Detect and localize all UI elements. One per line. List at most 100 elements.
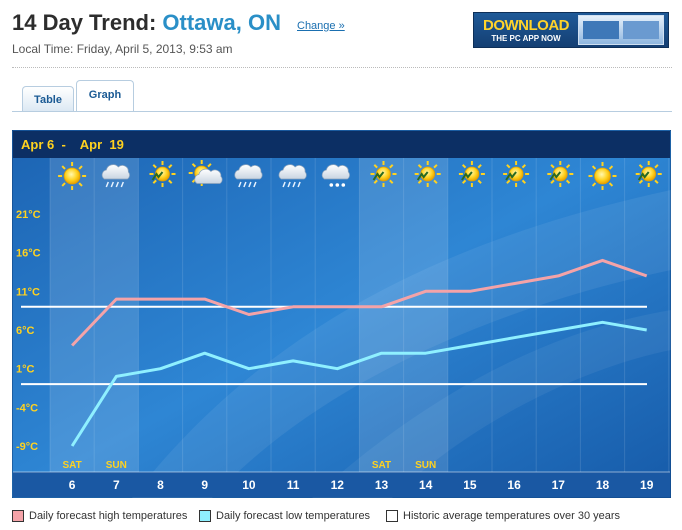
snow-cloud-icon [321,164,350,187]
sun-ray [191,163,197,168]
sun-ray [417,164,423,169]
sun-thunder-icon [414,161,441,187]
weekday-label: SUN [415,460,436,471]
sun-icon [58,162,87,190]
chart-swoosh-2 [312,310,671,498]
chart-background [12,130,671,498]
sun-ray [521,164,526,169]
y-tick-label: -9°C [16,441,38,453]
weekend-band [359,158,404,472]
sun-ray [373,179,378,184]
sun-ray [417,179,423,184]
snow-flake [341,183,346,187]
sun-thunder-icon [149,161,176,187]
legend-historic-label: Historic average temperatures over 30 ye… [403,510,621,522]
rain-drop [105,181,109,188]
sun-thunder-icon [370,161,397,187]
page-header: 14 Day Trend: Ottawa, ON Change » Local … [12,8,672,68]
rain-drop [248,181,252,188]
sun-thunder-icon [635,161,662,187]
bolt-shape [549,171,562,181]
y-tick-label: 21°C [16,209,41,221]
legend-high: Daily forecast high temperatures [12,510,187,522]
cloud-shape [101,164,130,180]
sun-ray [608,182,614,187]
sun-cloud-icon [188,160,223,186]
legend-low-swatch [199,510,211,522]
sun-ray [152,179,157,184]
sun-ray [207,163,212,168]
x-tick-label: 16 [507,478,521,492]
rain-drop [120,181,124,188]
sun-ray [506,179,511,184]
header-divider [12,67,672,68]
sun-thunder-icon [547,161,574,187]
sun-disc [594,167,611,185]
y-tick-label: 16°C [16,248,41,260]
download-label: DOWNLOAD [483,16,570,34]
legend-low: Daily forecast low temperatures [199,510,370,522]
tab-graph[interactable]: Graph [76,80,134,112]
sun-thunder-icon [503,161,530,187]
download-app-banner[interactable]: DOWNLOAD THE PC APP NOW [473,12,669,48]
change-location-link[interactable]: Change » [297,20,345,32]
y-tick-label: 11°C [16,286,40,298]
sun-ray [654,179,659,184]
sun-ray [462,179,467,184]
sun-icon [588,162,617,190]
high-temp-line [71,258,648,347]
x-tick-label: 19 [640,478,654,492]
chart-title: Apr 6 - Apr 19 [21,137,124,152]
rain-drop [282,181,286,188]
sun-ray [152,164,157,169]
legend-historic-swatch [386,510,398,522]
sun-ray [608,165,614,170]
snow-flake [335,183,340,187]
tab-table[interactable]: Table [22,86,74,112]
tab-divider [12,111,672,112]
sun-thunder-icon [458,161,485,187]
snow-rain-icon [278,164,307,188]
x-tick-label: 17 [552,478,566,492]
x-tick-label: 15 [463,478,477,492]
sun-ray [477,164,482,169]
sun-ray [433,179,438,184]
trend-chart-svg: 21°C 16°C 11°C 6°C 1°C -4°C -9°C 6 SAT 7 SUN 8 9 10 11… [12,130,671,498]
chart-swoosh [132,190,671,498]
rain-drop [292,181,296,188]
bolt-shape [505,171,517,181]
y-tick-label: 6°C [16,325,35,337]
rain-drop [110,181,114,188]
sun-ray [433,164,438,169]
weekend-band [50,158,95,472]
weekend-band [403,158,448,472]
x-axis-strip [13,472,670,497]
sun-ray [389,164,394,169]
sun-ray [550,164,555,169]
city-name: Ottawa, ON [162,10,281,35]
x-tick-label: 10 [242,478,256,492]
sun-ray [565,164,571,169]
sun-ray [591,182,597,187]
sun-ray [462,164,467,169]
rain-drop [297,181,301,188]
sun-ray [521,179,526,184]
bolt-shape [416,171,429,181]
download-banner-text: DOWNLOAD THE PC APP NOW [474,18,578,43]
x-tick-label: 14 [419,478,433,492]
weekday-label: SAT [62,460,81,471]
app-screenshot-image [578,15,664,45]
legend-high-label: Daily forecast high temperatures [29,510,188,522]
sun-ray [373,164,378,169]
legend-high-swatch [12,510,24,522]
sun-ray [638,179,644,184]
cloud-shape [194,168,223,184]
rain-drop [287,181,291,188]
y-tick-label: -4°C [16,402,38,414]
x-tick-label: 18 [596,478,610,492]
weekday-label: SAT [372,460,391,471]
bolt-shape [461,171,473,181]
bolt-shape [637,171,650,181]
rain-drop [238,181,242,188]
sun-ray [61,165,66,170]
